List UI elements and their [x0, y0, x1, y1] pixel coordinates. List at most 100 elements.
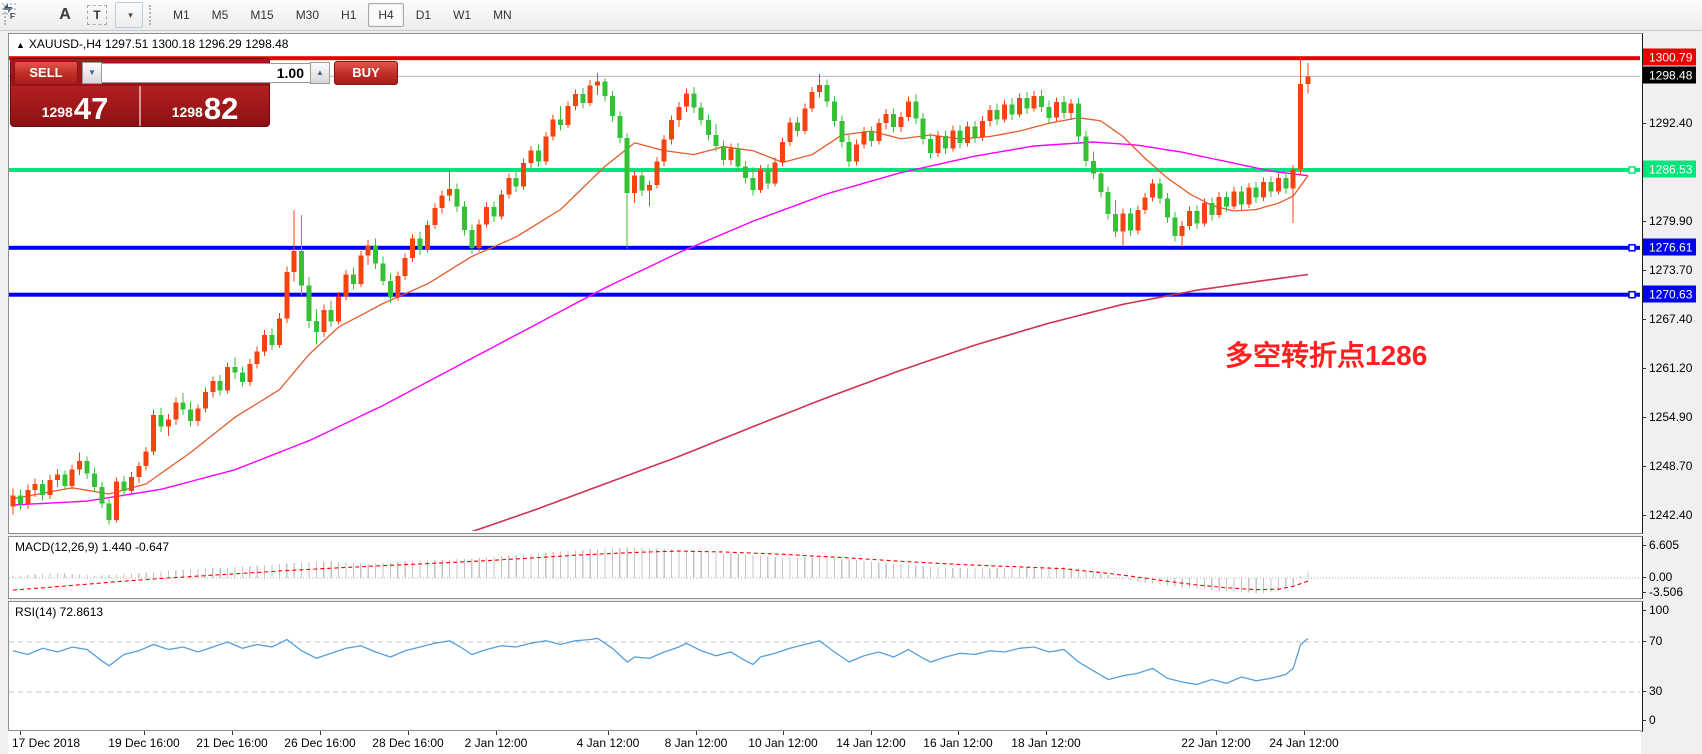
price-axis-label: 1242.40 [1649, 508, 1693, 522]
toolbar-drag-handle [4, 5, 12, 25]
timeframe-button-h1[interactable]: H1 [341, 8, 357, 22]
price-axis-label: 1261.20 [1649, 361, 1693, 375]
rsi-chart [9, 637, 1640, 693]
time-axis-label: 16 Jan 12:00 [923, 736, 993, 750]
price-axis-label: 1279.90 [1649, 214, 1693, 228]
time-axis-tick [144, 731, 145, 735]
main-chart-panel: ▲ XAUUSD-,H4 1297.51 1300.18 1296.29 1298… [8, 33, 1643, 534]
time-axis-tick [871, 731, 872, 735]
toolbar: F A T ▾ M1 M5 M15 M30 H1 H4 D1 W1 MN [0, 0, 1702, 31]
rsi-axis-tick [1642, 720, 1646, 721]
volume-decrease-button[interactable]: ▼ [82, 61, 102, 84]
price-axis-tick [1642, 515, 1646, 516]
price-axis-tick [1642, 123, 1646, 124]
time-axis-tick [496, 731, 497, 735]
rsi-label: RSI(14) 72.8613 [15, 605, 104, 619]
text-icon: A [59, 6, 71, 23]
macd-axis-tick [1642, 545, 1646, 546]
time-axis-label: 17 Dec 2018 [12, 736, 81, 750]
time-axis-tick [408, 731, 409, 735]
macd-axis: 6.605 0.00 -3.506 [1642, 536, 1696, 599]
chart-annotation-text: 多空转折点1286 [1225, 340, 1428, 371]
time-axis-tick [20, 731, 21, 735]
toolbar-drag-handle [149, 5, 157, 25]
macd-axis-label: -3.506 [1649, 585, 1684, 599]
macd-chart [9, 547, 1640, 594]
time-axis-tick [783, 731, 784, 735]
buy-price-big: 82 [203, 91, 239, 126]
price-line-badge: 1276.61 [1643, 238, 1696, 256]
time-axis-tick [1046, 731, 1047, 735]
macd-axis-tick [1642, 577, 1646, 578]
volume-increase-button[interactable]: ▲ [310, 61, 330, 84]
time-axis-label: 10 Jan 12:00 [748, 736, 818, 750]
sell-price-display[interactable]: 1298 47 [11, 86, 141, 126]
rsi-axis-tick [1642, 610, 1646, 611]
timeframe-button-m1[interactable]: M1 [173, 8, 190, 22]
rsi-axis-label: 0 [1649, 713, 1656, 727]
price-axis[interactable]: 1292.40 1279.90 1273.70 1267.40 1261.20 1254.… [1642, 33, 1696, 532]
time-axis-label: 28 Dec 16:00 [372, 736, 444, 750]
time-axis-label: 2 Jan 12:00 [464, 736, 528, 750]
timeframe-button-m5[interactable]: M5 [211, 8, 229, 22]
price-axis-tick [1642, 319, 1646, 320]
rsi-axis-label: 70 [1649, 634, 1663, 648]
time-axis-tick [1304, 731, 1305, 735]
time-axis-label: 21 Dec 16:00 [196, 736, 268, 750]
macd-panel: MACD(12,26,9) 1.440 -0.647 [8, 536, 1643, 599]
price-axis-label: 1292.40 [1649, 116, 1693, 130]
arrows-tool-button[interactable]: ▾ [3, 2, 143, 28]
time-axis-label: 24 Jan 12:00 [1269, 736, 1339, 750]
time-axis-label: 14 Jan 12:00 [836, 736, 906, 750]
price-axis-tick [1642, 417, 1646, 418]
macd-label: MACD(12,26,9) 1.440 -0.647 [15, 540, 170, 554]
sell-button[interactable]: SELL [14, 60, 78, 85]
timeframe-button-m30[interactable]: M30 [295, 8, 320, 22]
price-line-badge: 1270.63 [1643, 285, 1696, 303]
buy-button[interactable]: BUY [334, 60, 398, 85]
time-axis[interactable]: 17 Dec 2018 19 Dec 16:00 21 Dec 16:00 26 De… [8, 730, 1641, 754]
price-axis-label: 1267.40 [1649, 312, 1693, 326]
time-axis-tick [958, 731, 959, 735]
candlestick-chart [9, 56, 1640, 531]
text-label-icon: T [87, 5, 107, 25]
direction-up-icon: ▲ [16, 40, 25, 50]
rsi-axis-tick [1642, 691, 1646, 692]
price-axis-tick [1642, 368, 1646, 369]
time-axis-tick [608, 731, 609, 735]
rsi-axis: 100 70 30 0 [1642, 601, 1696, 730]
macd-axis-label: 6.605 [1649, 538, 1680, 552]
time-axis-label: 22 Jan 12:00 [1181, 736, 1251, 750]
price-line-badge: 1298.48 [1643, 66, 1696, 84]
chevron-down-icon: ▾ [128, 9, 133, 20]
price-line-badge: 1300.79 [1643, 48, 1696, 66]
arrows-icon [3, 4, 13, 13]
rsi-axis-tick [1642, 641, 1646, 642]
rsi-axis-label: 30 [1649, 684, 1663, 698]
timeframe-button-w1[interactable]: W1 [453, 8, 472, 22]
timeframe-button-mn[interactable]: MN [493, 8, 512, 22]
price-axis-tick [1642, 466, 1646, 467]
price-axis-label: 1254.90 [1649, 410, 1693, 424]
price-axis-tick [1642, 221, 1646, 222]
macd-axis-tick [1642, 592, 1646, 593]
fibonacci-tool-button[interactable]: F [2, 2, 47, 28]
price-line-badge: 1286.53 [1643, 160, 1696, 178]
time-axis-label: 19 Dec 16:00 [108, 736, 180, 750]
sell-price-big: 47 [73, 91, 109, 126]
volume-input[interactable] [102, 62, 310, 83]
one-click-trading-panel: SELL ▼ ▲ BUY 1298 47 1298 82 [10, 58, 398, 127]
text-tool-button[interactable]: A [51, 2, 79, 28]
time-axis-label: 18 Jan 12:00 [1011, 736, 1081, 750]
text-label-tool-button[interactable]: T [83, 2, 111, 28]
sell-price-small: 1298 [41, 104, 73, 120]
time-axis-label: 4 Jan 12:00 [576, 736, 640, 750]
timeframe-button-d1[interactable]: D1 [415, 8, 432, 22]
timeframe-button-h4[interactable]: H4 [368, 3, 404, 27]
price-axis-label: 1273.70 [1649, 263, 1693, 277]
time-axis-label: 26 Dec 16:00 [284, 736, 356, 750]
timeframe-button-m15[interactable]: M15 [250, 8, 274, 22]
svg-text:F: F [10, 12, 15, 20]
buy-price-display[interactable]: 1298 82 [141, 86, 269, 126]
rsi-axis-label: 100 [1649, 603, 1670, 617]
